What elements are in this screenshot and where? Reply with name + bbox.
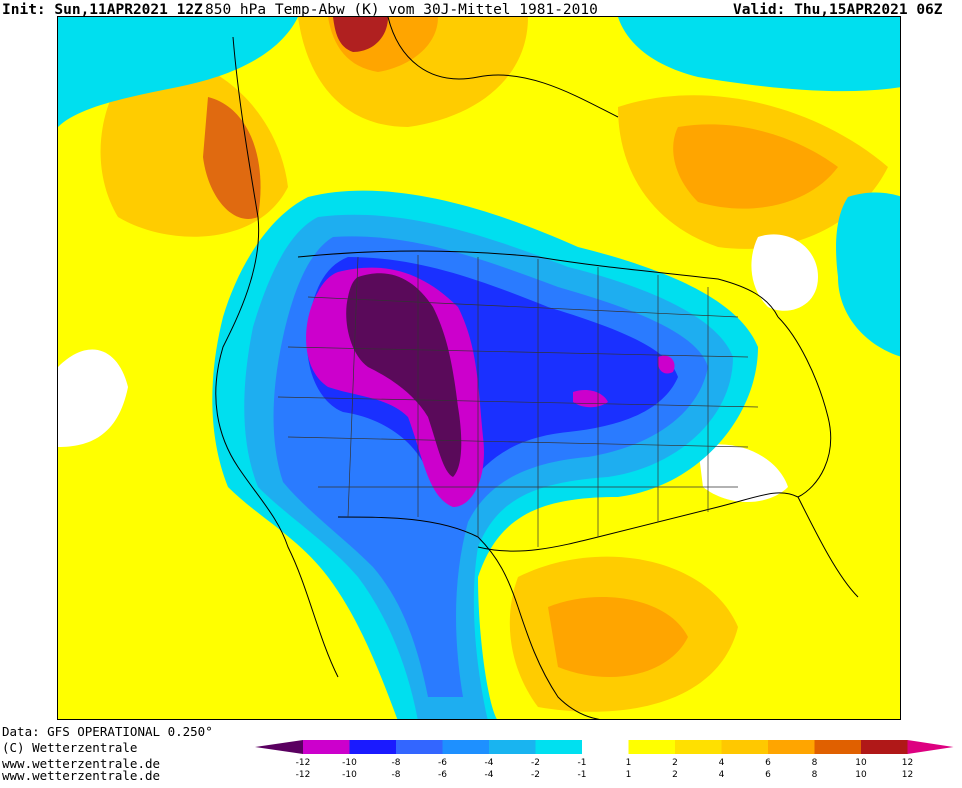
legend-arrow-low	[255, 740, 303, 754]
legend-tick-label: 1	[625, 758, 632, 768]
legend-tick-label: -12	[295, 770, 311, 780]
website-link-secondary[interactable]: www.wetterzentrale.de	[2, 768, 161, 783]
state-borders-horizontal	[277, 296, 759, 488]
hot-spot-north	[333, 17, 388, 52]
legend-bin	[582, 740, 629, 754]
neutral-zone-southeast	[698, 444, 788, 502]
gulf-coastline	[477, 492, 859, 598]
color-scale-legend: -12 -12 -10 -10 -8 -8 -6 -6 -4 -4 -2 -2 -1 -1 1 1 2 2 4 4 6 6…	[255, 740, 960, 780]
legend-tick-label: 6	[765, 770, 771, 780]
legend-tick-label: -10	[342, 770, 357, 780]
legend-tick-label: -1	[577, 770, 587, 780]
warm-core-gulf	[548, 597, 688, 677]
legend-tick-label: 8	[811, 758, 818, 768]
legend-tick-label: 4	[718, 770, 725, 780]
legend-tick-label: 10	[855, 770, 867, 780]
legend-tick-label: 1	[625, 770, 632, 780]
map-title: 850 hPa Temp-Abw (K) vom 30J-Mittel 1981…	[205, 2, 598, 18]
cold-anomaly-midwest-spot	[573, 390, 608, 408]
legend-tick-label: 8	[811, 770, 818, 780]
legend-bin	[721, 740, 768, 754]
us-mexico-border	[337, 516, 519, 608]
legend-bin	[349, 740, 396, 754]
warm-core-east-canada	[673, 124, 838, 209]
legend-tick-label: -4	[484, 770, 494, 780]
mexico-east-coast	[517, 606, 600, 719]
east-coastline	[777, 316, 832, 498]
hudson-bay-outline	[387, 17, 619, 118]
anomaly-map	[57, 16, 901, 720]
cold-anomaly-ohio-spot	[657, 355, 675, 374]
legend-tick-label: 12	[901, 758, 914, 768]
neutral-zone-northeast	[751, 234, 818, 311]
legend-tick-label: -8	[391, 758, 401, 768]
legend-tick-label: -6	[438, 770, 447, 780]
valid-time-label: Valid: Thu,15APR2021 06Z	[733, 2, 943, 18]
legend-tick-label: 2	[672, 758, 678, 768]
legend-tick-label: -1	[577, 758, 587, 768]
legend-bin	[303, 740, 350, 754]
legend-bin	[489, 740, 536, 754]
copyright-label: (C) Wetterzentrale	[2, 740, 138, 755]
legend-arrow-high	[907, 740, 954, 754]
legend-tick-label: 2	[672, 770, 678, 780]
legend-bin	[768, 740, 815, 754]
legend-tick-label: -2	[531, 770, 540, 780]
canada-us-border	[297, 250, 779, 318]
init-time-label: Init: Sun,11APR2021 12Z	[2, 2, 203, 18]
legend-tick-label: -8	[391, 770, 401, 780]
legend-bin	[442, 740, 489, 754]
legend-bin	[814, 740, 861, 754]
legend-tick-label: 10	[855, 758, 867, 768]
west-coastline	[215, 36, 339, 678]
legend-tick-label: -12	[295, 758, 311, 768]
color-scale-bar	[255, 740, 954, 754]
legend-tick-label: 12	[901, 770, 914, 780]
neutral-zone-pacific	[58, 349, 128, 447]
geographic-outlines	[215, 17, 859, 719]
data-source-label: Data: GFS OPERATIONAL 0.250°	[2, 724, 213, 739]
legend-bin	[396, 740, 443, 754]
legend-tick-label: -10	[342, 758, 357, 768]
legend-tick-label: -4	[484, 758, 494, 768]
warm-core-west-canada	[203, 97, 261, 219]
legend-tick-label: -6	[438, 758, 447, 768]
anomaly-map-canvas	[58, 17, 900, 719]
legend-bin	[861, 740, 908, 754]
website-link[interactable]: www.wetterzentrale.de	[2, 756, 161, 771]
legend-bin	[535, 740, 582, 754]
legend-bin	[628, 740, 675, 754]
legend-tick-label: 4	[718, 758, 725, 768]
legend-tick-label: 6	[765, 758, 771, 768]
cold-anomaly-core	[346, 273, 462, 477]
state-borders-vertical	[347, 255, 709, 547]
legend-tick-label: -2	[531, 758, 540, 768]
legend-bin	[675, 740, 722, 754]
cold-region-atlantic	[836, 192, 900, 357]
cold-region-northeast	[618, 17, 900, 92]
cold-region-northwest	[58, 17, 298, 127]
